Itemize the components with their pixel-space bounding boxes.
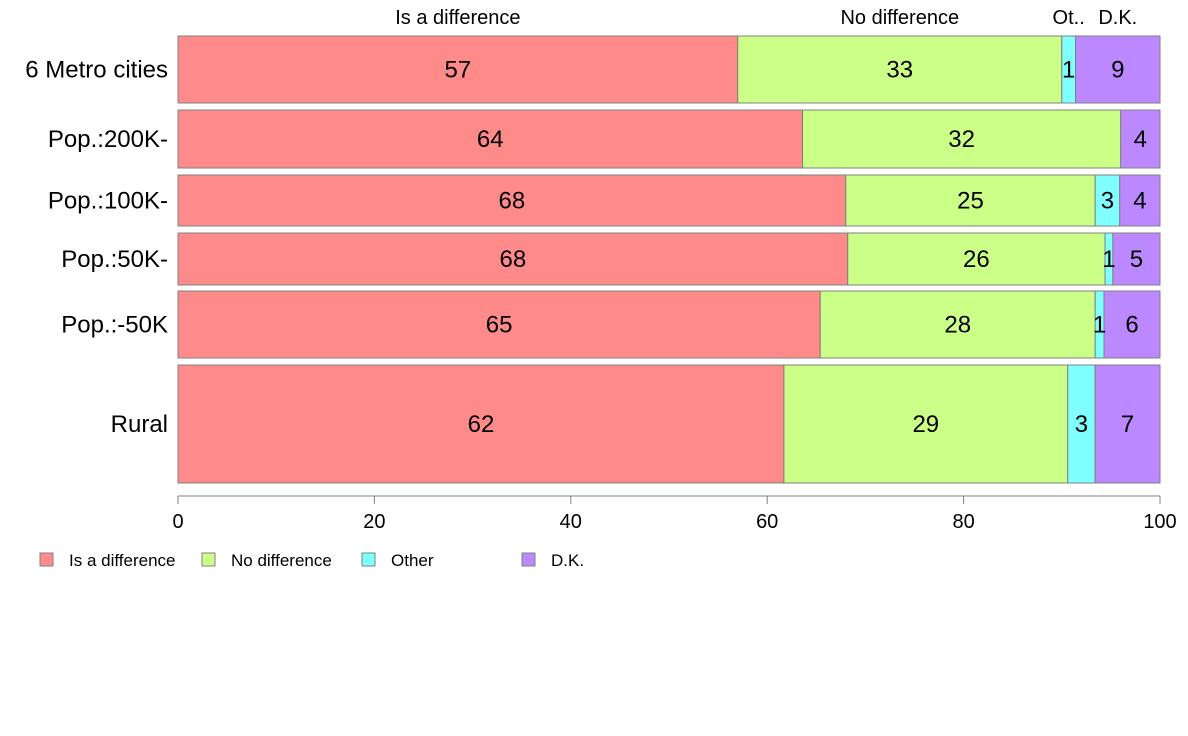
x-axis: 0 20 40 60 80 100 (172, 495, 1177, 533)
data-label: 25 (957, 188, 984, 215)
data-label: 4 (1134, 126, 1147, 153)
legend-swatch (39, 552, 54, 567)
bar-segment (1094, 364, 1161, 484)
x-tick-label: 60 (756, 511, 778, 533)
category-labels: 6 Metro cities Pop.:200K- Pop.:100K- Pop.:5… (25, 57, 168, 439)
bar-segment (1120, 109, 1161, 169)
data-label: 65 (486, 312, 513, 339)
bar-segment (177, 290, 821, 359)
bar-segment (737, 35, 1063, 104)
column-labels: Is a difference No difference Ot.. D.K. (395, 7, 1137, 29)
bar-segment (177, 364, 785, 484)
column-label-0: Is a difference (395, 7, 520, 29)
category-label: Pop.:200K- (48, 126, 168, 153)
legend-swatch (201, 552, 216, 567)
data-label: 32 (948, 126, 975, 153)
data-label: 7 (1121, 411, 1134, 438)
data-label: 33 (886, 57, 913, 84)
data-label: 5 (1130, 246, 1143, 273)
bar-segment (177, 174, 847, 227)
bar-segment (1119, 174, 1161, 227)
bar-segment (177, 35, 739, 104)
data-label: 28 (944, 312, 971, 339)
bar-segment (845, 174, 1096, 227)
bar-segment (802, 109, 1122, 169)
column-label-3: D.K. (1098, 7, 1137, 29)
data-label: 68 (500, 246, 527, 273)
legend-label: No difference (231, 551, 332, 570)
bar-segment (177, 109, 804, 169)
category-label: Pop.:100K- (48, 188, 168, 215)
legend-label: Is a difference (69, 551, 175, 570)
x-tick-label: 20 (363, 511, 385, 533)
bar-segment (177, 232, 849, 286)
data-label: 3 (1075, 411, 1088, 438)
bar-segment (819, 290, 1096, 359)
bars (177, 35, 1161, 484)
data-label: 1 (1093, 312, 1106, 339)
x-tick-label: 40 (560, 511, 582, 533)
bar-segment (1075, 35, 1161, 104)
legend-label: D.K. (551, 551, 584, 570)
x-tick-label: 100 (1143, 511, 1176, 533)
category-label: Rural (111, 411, 168, 438)
category-label: Pop.:50K- (61, 246, 168, 273)
legend-label: Other (391, 551, 434, 570)
data-label: 9 (1111, 57, 1124, 84)
category-label: 6 Metro cities (25, 57, 168, 84)
data-label: 62 (468, 411, 495, 438)
data-label: 3 (1101, 188, 1114, 215)
bar-segment (1103, 290, 1161, 359)
data-label: 68 (499, 188, 526, 215)
data-label: 64 (477, 126, 504, 153)
bar-segment (1094, 174, 1121, 227)
data-label: 57 (445, 57, 472, 84)
data-label: 26 (963, 246, 990, 273)
data-label: 1 (1102, 246, 1115, 273)
data-label: 6 (1125, 312, 1138, 339)
legend-swatch (521, 552, 536, 567)
legend: Is a difference No difference Other D.K. (39, 551, 584, 570)
value-labels: 57 33 1 964 32 468 25 3 468 26 1 565 28 1 662 29 3 7 (445, 57, 1148, 439)
legend-swatch (361, 552, 376, 567)
x-tick-label: 0 (172, 511, 183, 533)
data-label: 4 (1133, 188, 1146, 215)
category-label: Pop.:-50K (61, 312, 168, 339)
column-label-1: No difference (840, 7, 959, 29)
column-label-2: Ot.. (1053, 7, 1085, 29)
data-label: 29 (912, 411, 939, 438)
bar-segment (847, 232, 1106, 286)
bar-segment (1067, 364, 1096, 484)
bar-segment (1112, 232, 1161, 286)
data-label: 1 (1062, 57, 1075, 84)
x-tick-label: 80 (952, 511, 974, 533)
